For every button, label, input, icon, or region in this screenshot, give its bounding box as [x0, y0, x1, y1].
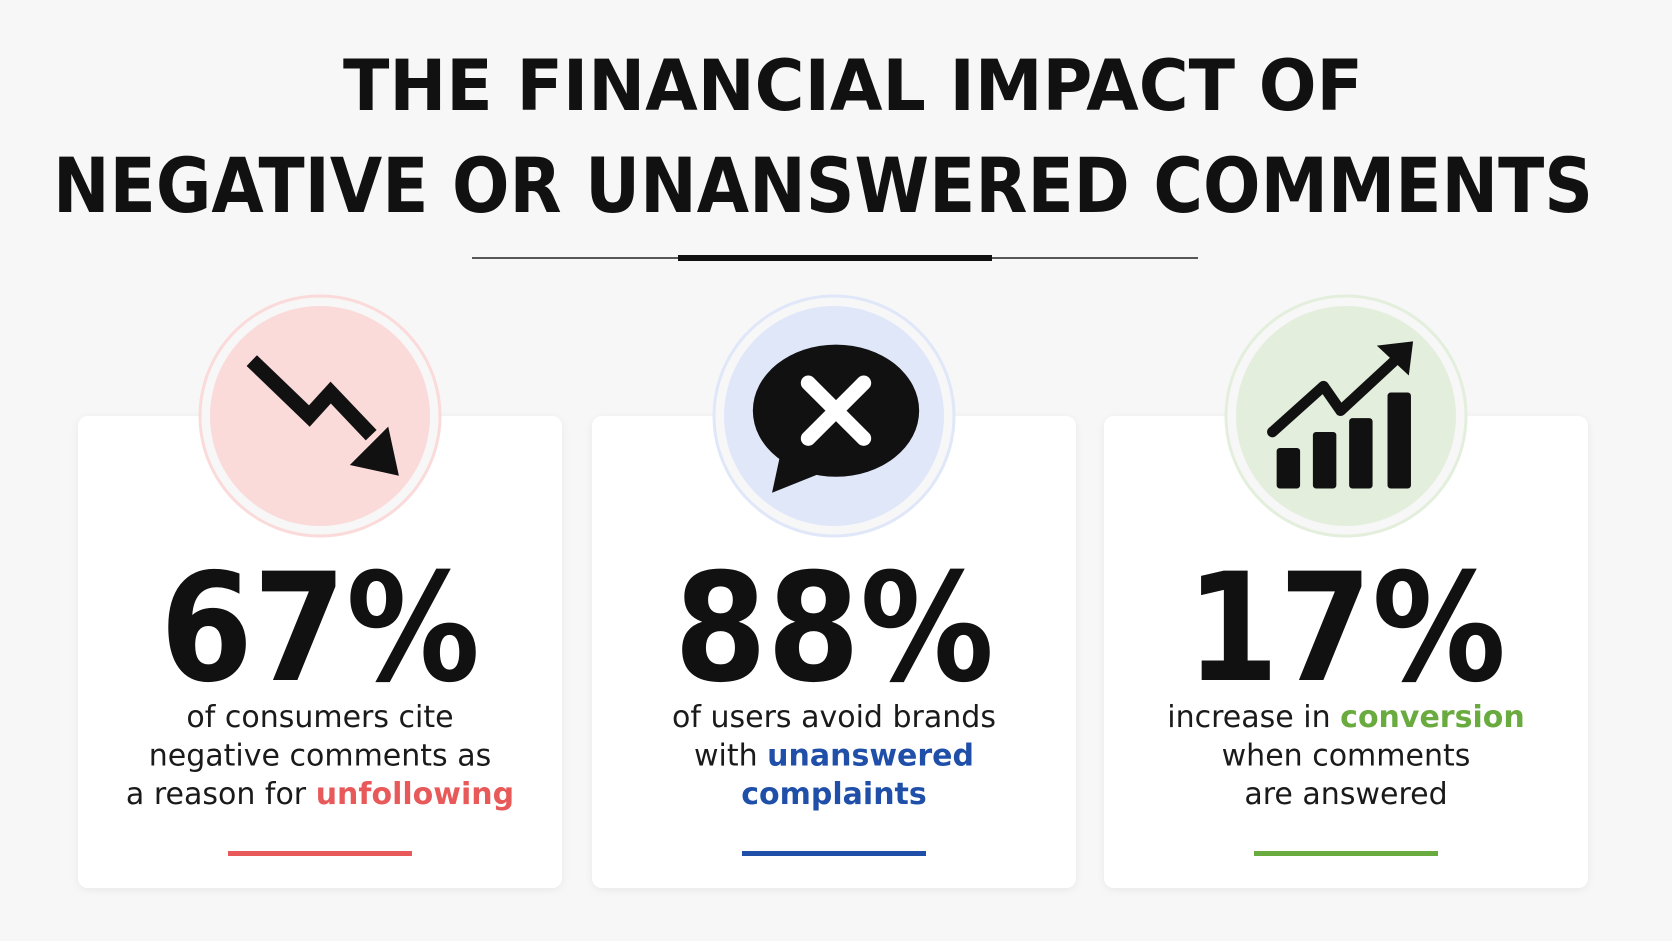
stat-value: 88%: [674, 542, 994, 716]
description-text: increase in: [1167, 700, 1340, 735]
description-line: negative comments as: [149, 739, 491, 774]
highlight-text: conversion: [1340, 700, 1525, 735]
description-text: are answered: [1244, 777, 1447, 812]
cards: 67%of consumers cite negative comments as…: [78, 294, 1588, 888]
icon-growth-chart: [1267, 341, 1414, 489]
description-text: of consumers cite: [186, 700, 453, 735]
card-background: [592, 416, 1076, 888]
accent-bar: [1254, 851, 1438, 856]
title-line-2: NEGATIVE OR UNANSWERED COMMENTS: [53, 141, 1593, 230]
icon-circle: [1236, 306, 1456, 526]
accent-bar: [742, 851, 926, 856]
description-text: a reason for: [126, 777, 316, 812]
icon-circle: [210, 306, 430, 526]
description-line: when comments: [1222, 739, 1471, 774]
description-text: of users avoid brands: [672, 700, 996, 735]
highlight-text: unanswered: [767, 739, 974, 774]
description-line: are answered: [1244, 777, 1447, 812]
description-line: with unanswered: [694, 739, 974, 774]
highlight-text: unfollowing: [316, 777, 514, 812]
description-text: with: [694, 739, 767, 774]
description-line: increase in conversion: [1167, 700, 1524, 735]
stat-value: 17%: [1186, 542, 1506, 716]
icon-trend-down: [246, 355, 399, 476]
card-background: [1104, 416, 1588, 888]
stat-value: 67%: [160, 542, 480, 716]
stat-card: 67%of consumers cite negative comments as…: [78, 294, 562, 888]
title-line-1: THE FINANCIAL IMPACT OF: [343, 45, 1363, 127]
description-line: of users avoid brands: [672, 700, 996, 735]
description-line: a reason for unfollowing: [126, 777, 514, 812]
description-line: complaints: [741, 777, 927, 812]
icons: [246, 341, 1414, 493]
card-background: [78, 416, 562, 888]
icon-chat-x: [752, 344, 920, 493]
description-text: negative comments as: [149, 739, 491, 774]
description-line: of consumers cite: [186, 700, 453, 735]
description-text: when comments: [1222, 739, 1471, 774]
accent-bar: [228, 851, 412, 856]
highlight-text: complaints: [741, 777, 927, 812]
stat-card: 88%of users avoid brands with unansweredc…: [592, 294, 1076, 888]
